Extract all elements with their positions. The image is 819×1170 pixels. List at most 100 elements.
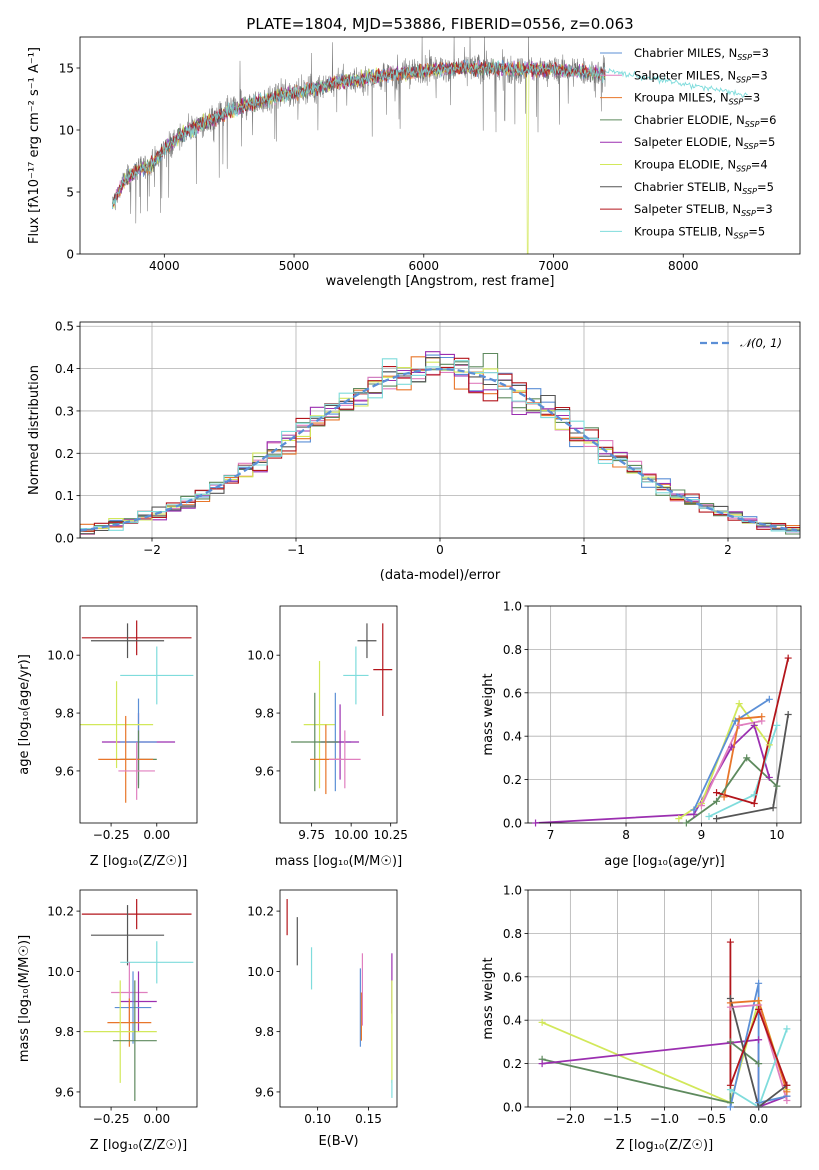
y-tick-label: 10.2: [47, 905, 74, 919]
weight-marker: [773, 782, 781, 790]
x-tick-label: 7: [547, 828, 555, 842]
legend-label: Salpeter MILES, NSSP=3: [634, 68, 768, 84]
x-tick-label: 10.00: [334, 828, 368, 842]
weight-marker: [755, 979, 763, 987]
x-axis-label: E(B-V): [318, 1134, 358, 1149]
weight-marker: [538, 1018, 546, 1026]
y-tick-label: 10.0: [247, 965, 274, 979]
x-tick-label: −1.5: [603, 1112, 632, 1126]
legend-label: Kroupa STELIB, NSSP=5: [634, 224, 765, 240]
age_vs_mass-plot: [291, 623, 393, 795]
y-tick-label: 5: [66, 186, 74, 200]
legend-label: Chabrier MILES, NSSP=3: [634, 46, 769, 62]
spectrum-title: PLATE=1804, MJD=53886, FIBERID=0556, z=0…: [246, 15, 633, 33]
x-tick-label: 0.00: [143, 828, 170, 842]
weight-marker: [675, 815, 683, 823]
weight-marker: [713, 789, 721, 797]
weight-marker: [690, 806, 698, 814]
x-axis-label: (data-model)/error: [380, 568, 501, 583]
weight-marker: [735, 721, 743, 729]
y-tick-label: 9.6: [255, 1085, 274, 1099]
age_vs_mass-axes: 9.75 10.00 10.25 9.6 9.8 10.0 mass [log₁₀(M/M☉…: [247, 605, 408, 869]
legend-label: Kroupa MILES, NSSP=3: [634, 91, 760, 107]
weight-marker: [726, 1081, 734, 1089]
weight-marker: [765, 695, 773, 703]
axes-frame: [279, 889, 398, 1108]
weight-marker: [735, 700, 743, 708]
normal-reference-curve: [80, 367, 798, 532]
y-tick-label: 9.6: [255, 764, 274, 778]
weight-marker: [726, 1103, 734, 1111]
x-tick-label: 4000: [149, 259, 180, 273]
weight-marker: [750, 799, 758, 807]
weight-marker: [755, 1060, 763, 1068]
y-tick-label: 0.0: [503, 817, 522, 831]
y-tick-label: 10: [59, 124, 74, 138]
y-tick-label: 9.8: [255, 1025, 274, 1039]
x-tick-label: 10: [769, 828, 784, 842]
x-tick-label: 10.25: [373, 828, 407, 842]
x-tick-label: −0.25: [93, 1112, 130, 1126]
y-axis-label: Flux [fλ10⁻¹⁷ erg cm⁻² s⁻¹ A⁻¹]: [27, 47, 42, 244]
y-tick-label: 9.8: [255, 707, 274, 721]
axes-frame: [79, 605, 198, 824]
y-tick-label: 0.8: [503, 927, 522, 941]
x-tick-label: 2: [724, 543, 732, 557]
observed-spectrum: [112, 37, 606, 224]
x-tick-label: −1: [287, 543, 305, 557]
weight-marker: [713, 815, 721, 823]
residuals-plot: [80, 351, 800, 538]
weight-marker: [755, 997, 763, 1005]
x-tick-label: 5000: [279, 259, 310, 273]
x-tick-label: 0.0: [749, 1112, 768, 1126]
x-tick-label: 0.10: [304, 1112, 331, 1126]
mass_vs_Z-axes: −0.25 0.00 9.6 9.8 10.0 10.2 Z [log₁₀(Z/Z☉)] ma…: [17, 889, 198, 1153]
weight-marker: [784, 711, 792, 718]
x-tick-label: 8: [622, 828, 630, 842]
x-tick-label: 1: [580, 543, 588, 557]
weight-marker: [731, 717, 739, 725]
y-tick-label: 10.0: [47, 965, 74, 979]
x-tick-label: −2.0: [556, 1112, 585, 1126]
legend-label: Salpeter STELIB, NSSP=3: [634, 202, 773, 218]
weight-marker: [755, 1103, 763, 1111]
weight-marker: [728, 743, 736, 751]
x-tick-label: −2: [143, 543, 161, 557]
weight-marker: [538, 1060, 546, 1068]
legend-label: Chabrier ELODIE, NSSP=6: [634, 113, 776, 129]
x-tick-label: 8000: [668, 259, 699, 273]
y-tick-label: 0.2: [55, 447, 74, 461]
y-tick-label: 9.6: [55, 1085, 74, 1099]
weight-marker: [783, 1096, 791, 1104]
legend-label: Chabrier STELIB, NSSP=5: [634, 180, 774, 196]
residuals-axes: −2 −1 0 1 2 0.0 0.1 0.2 0.3 0.4 0.5 (data-model)/er…: [27, 320, 801, 583]
y-tick-label: 0.6: [503, 686, 522, 700]
y-tick-label: 0.2: [503, 1057, 522, 1071]
model-spectrum: [112, 61, 606, 254]
weight-marker: [743, 754, 751, 762]
y-tick-label: 0.3: [55, 404, 74, 418]
x-tick-label: 7000: [538, 259, 569, 273]
y-tick-label: 10.0: [247, 649, 274, 663]
y-axis-label: age [log₁₀(age/yr)]: [17, 654, 32, 775]
spectrum-axes: 4000 5000 6000 7000 8000 0 5 10 15 wavelength [An…: [27, 36, 801, 289]
y-tick-label: 0.2: [503, 773, 522, 787]
y-tick-label: 0.0: [503, 1101, 522, 1115]
x-axis-label: Z [log₁₀(Z/Z☉)]: [90, 1138, 187, 1153]
x-tick-label: 0.15: [355, 1112, 382, 1126]
x-tick-label: −1.0: [650, 1112, 679, 1126]
y-tick-label: 1.0: [503, 600, 522, 614]
y-tick-label: 9.8: [55, 707, 74, 721]
y-tick-label: 15: [59, 62, 74, 76]
weight-marker: [765, 741, 773, 749]
weight-marker: [769, 804, 777, 812]
y-axis-label: mass [log₁₀(M/M☉)]: [17, 935, 32, 1062]
weight-marker: [726, 938, 734, 946]
y-tick-label: 10.0: [47, 649, 74, 663]
legend-label: 𝒩(0, 1): [740, 336, 782, 350]
weight-marker: [765, 773, 773, 781]
weight-marker: [758, 713, 766, 721]
weight-marker: [755, 1005, 763, 1013]
spectrum-legend: Chabrier MILES, NSSP=3 Salpeter MILES, NS…: [600, 46, 776, 240]
model-spectrum: [112, 59, 606, 209]
